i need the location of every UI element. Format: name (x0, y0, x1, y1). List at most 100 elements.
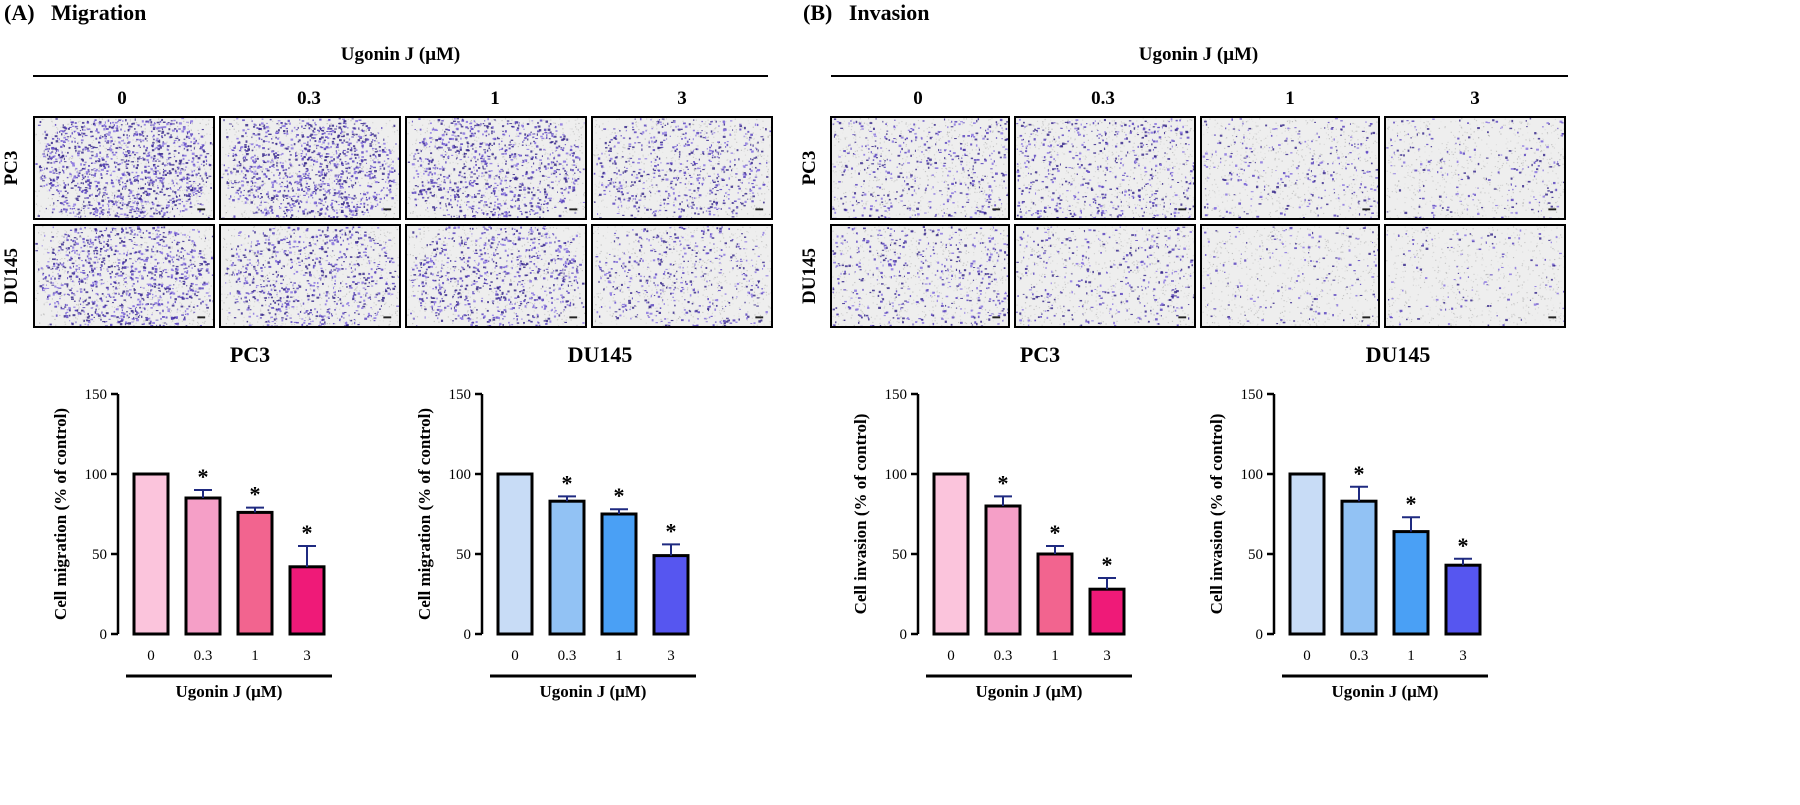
panel-a-col-0: 0 (102, 88, 142, 110)
x-tick-label: 1 (251, 648, 259, 664)
y-tick-label: 0 (100, 627, 108, 643)
x-tick-label: 0 (147, 648, 155, 664)
y-tick-label: 50 (92, 547, 107, 563)
x-tick-label: 0.3 (1350, 648, 1369, 664)
migration-pc3-chart: Cell migration (% of control) 0 50 100 150 0 *… (51, 387, 332, 701)
x-axis-label: Ugonin J (μM) (1332, 682, 1439, 701)
x-tick-label: 0 (511, 648, 519, 664)
micrograph-invasion-du145-0 (830, 224, 1010, 328)
y-tick-label: 150 (885, 387, 908, 403)
y-tick-label: 0 (464, 627, 472, 643)
invasion-du145-chart: Cell invasion (% of control) 0 50 100 150 0 * 0… (1207, 387, 1488, 701)
micrograph-invasion-du145-3 (1384, 224, 1566, 328)
x-axis-label: Ugonin J (μM) (540, 682, 647, 701)
significance-marker: * (1458, 533, 1469, 558)
panel-a-row-pc3: PC3 (1, 128, 23, 208)
panel-b-header-rule (831, 75, 1568, 77)
micrograph-invasion-pc3-3 (1384, 116, 1566, 220)
y-tick-label: 100 (85, 467, 108, 483)
invasion-pc3-chart: Cell invasion (% of control) 0 50 100 150 0 * 0… (851, 387, 1132, 701)
y-tick-label: 0 (900, 627, 908, 643)
micrograph-migration-pc3-1 (405, 116, 587, 220)
panel-b-label: (B) Invasion (803, 0, 930, 26)
y-tick-label: 100 (449, 467, 472, 483)
bar (548, 499, 586, 636)
micrograph-invasion-pc3-0 (830, 116, 1010, 220)
x-tick-label: 0.3 (558, 648, 577, 664)
significance-marker: * (666, 518, 677, 543)
x-tick-label: 0 (1303, 648, 1311, 664)
x-tick-label: 1 (1407, 648, 1415, 664)
significance-marker: * (1406, 491, 1417, 516)
y-tick-label: 50 (892, 547, 907, 563)
chart-1-title: PC3 (60, 342, 440, 368)
significance-marker: * (998, 470, 1009, 495)
panel-a-header-rule (33, 75, 768, 77)
micrograph-migration-du145-1 (405, 224, 587, 328)
x-tick-label: 1 (615, 648, 623, 664)
significance-marker: * (562, 470, 573, 495)
panel-b-row-du145: DU145 (799, 236, 821, 316)
micrograph-migration-pc3-0 (33, 116, 215, 220)
y-axis-label: Cell migration (% of control) (51, 408, 70, 620)
panel-a-label: (A) Migration (4, 0, 146, 26)
panel-b-col-3: 3 (1455, 88, 1495, 110)
bar (496, 472, 534, 636)
bar (932, 472, 970, 636)
panel-a-concentration-header: Ugonin J (μM) (33, 44, 768, 66)
bar (652, 554, 690, 636)
significance-marker: * (1050, 520, 1061, 545)
x-axis-label: Ugonin J (μM) (976, 682, 1083, 701)
x-tick-label: 3 (1459, 648, 1467, 664)
bar (1036, 552, 1074, 636)
y-tick-label: 0 (1256, 627, 1264, 643)
bar (288, 565, 326, 636)
y-tick-label: 150 (449, 387, 472, 403)
micrograph-invasion-du145-1 (1200, 224, 1380, 328)
y-axis-label: Cell invasion (% of control) (851, 414, 870, 615)
bar (1340, 499, 1378, 636)
y-tick-label: 50 (1248, 547, 1263, 563)
migration-du145-chart: Cell migration (% of control) 0 50 100 150 0 *… (415, 387, 696, 701)
bar (1288, 472, 1326, 636)
chart-3-title: PC3 (850, 342, 1230, 368)
x-tick-label: 0.3 (994, 648, 1013, 664)
x-tick-label: 0 (947, 648, 955, 664)
panel-b-row-pc3: PC3 (799, 128, 821, 208)
panel-a-col-0.3: 0.3 (289, 88, 329, 110)
x-tick-label: 1 (1051, 648, 1059, 664)
significance-marker: * (1102, 552, 1113, 577)
bar (984, 504, 1022, 636)
bar (184, 496, 222, 636)
micrograph-invasion-pc3-0.3 (1014, 116, 1196, 220)
micrograph-migration-du145-3 (591, 224, 773, 328)
y-tick-label: 100 (1241, 467, 1264, 483)
significance-marker: * (614, 483, 625, 508)
x-tick-label: 3 (667, 648, 675, 664)
bar (1392, 530, 1430, 636)
x-tick-label: 0.3 (194, 648, 213, 664)
micrograph-migration-du145-0 (33, 224, 215, 328)
x-tick-label: 3 (303, 648, 311, 664)
panel-b-col-1: 1 (1270, 88, 1310, 110)
micrograph-migration-pc3-0.3 (219, 116, 401, 220)
panel-b-col-0.3: 0.3 (1083, 88, 1123, 110)
significance-marker: * (302, 520, 313, 545)
panel-a-row-du145: DU145 (1, 236, 23, 316)
panel-b-col-0: 0 (898, 88, 938, 110)
y-tick-label: 50 (456, 547, 471, 563)
panel-a-col-1: 1 (475, 88, 515, 110)
chart-2-title: DU145 (410, 342, 790, 368)
y-tick-label: 150 (85, 387, 108, 403)
significance-marker: * (250, 482, 261, 507)
bar (132, 472, 170, 636)
bar (236, 510, 274, 636)
panel-b-concentration-header: Ugonin J (μM) (831, 44, 1566, 66)
bar (600, 512, 638, 636)
y-axis-label: Cell migration (% of control) (415, 408, 434, 620)
micrograph-invasion-du145-0.3 (1014, 224, 1196, 328)
y-axis-label: Cell invasion (% of control) (1207, 414, 1226, 615)
micrograph-migration-du145-0.3 (219, 224, 401, 328)
significance-marker: * (1354, 461, 1365, 486)
micrograph-invasion-pc3-1 (1200, 116, 1380, 220)
